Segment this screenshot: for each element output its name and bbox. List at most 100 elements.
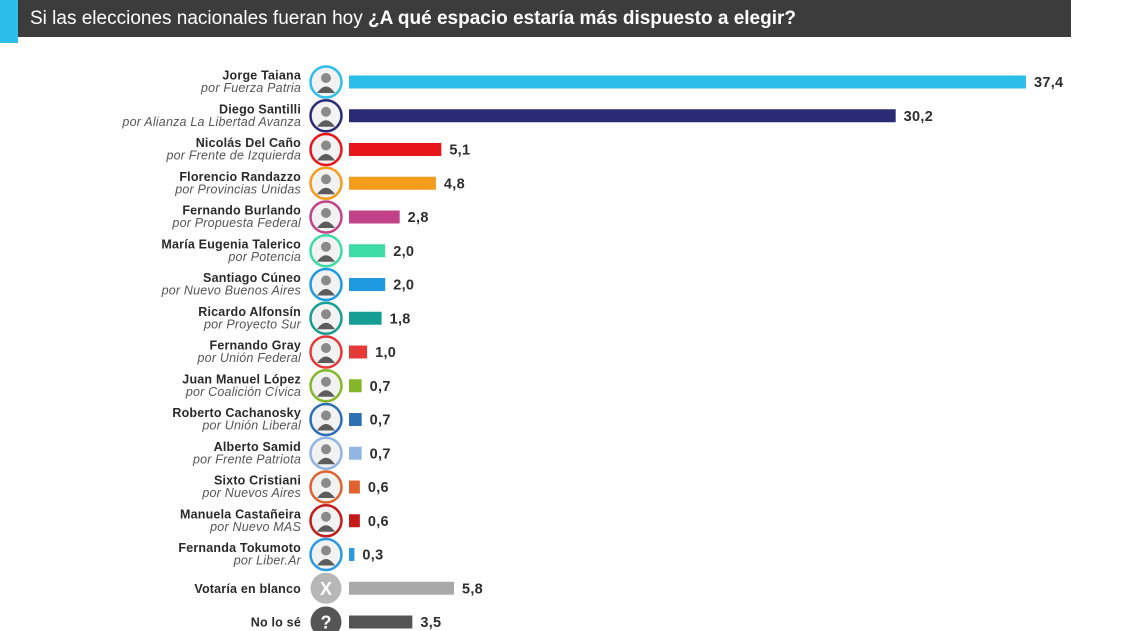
value-label: 0,7: [370, 446, 391, 462]
icon-disc: [310, 572, 342, 604]
value-label: 5,8: [462, 581, 483, 597]
value-label: 3,5: [420, 615, 441, 631]
bar: [349, 514, 360, 528]
category-party-label: por Nuevo Buenos Aires: [161, 284, 301, 298]
category-party-label: por Nuevo MAS: [209, 520, 301, 534]
category-party-label: por Provincias Unidas: [174, 182, 301, 196]
value-label: 2,8: [408, 210, 429, 226]
category-party-label: por Liber.Ar: [233, 554, 302, 568]
avatar-head: [321, 174, 331, 185]
avatar-head: [321, 73, 331, 83]
candidate-photo: [309, 504, 343, 538]
category-name-label: Alberto Samid: [214, 440, 301, 454]
category-name-label: No lo sé: [251, 616, 301, 630]
chart-row: Votaría en blanco X 5,8: [194, 572, 483, 604]
category-name-label: María Eugenia Talerico: [161, 237, 301, 251]
avatar-head: [321, 376, 331, 387]
candidate-photo: [309, 132, 343, 167]
avatar-head: [321, 140, 331, 151]
category-party-label: por Coalición Cívica: [185, 385, 301, 399]
value-label: 0,6: [368, 514, 389, 530]
candidate-photo: [309, 65, 343, 99]
candidate-photo: [309, 166, 343, 200]
bar: [349, 311, 382, 325]
category-party-label: por Frente de Izquierda: [165, 149, 301, 163]
category-party-label: por Fuerza Patria: [200, 81, 301, 95]
category-name-label: Jorge Taiana: [222, 69, 301, 83]
avatar-body: [317, 491, 335, 498]
candidate-photo: [309, 301, 343, 335]
avatar-head: [321, 241, 331, 252]
candidate-photo: [309, 267, 343, 302]
bar: [349, 413, 362, 426]
avatar-body: [317, 255, 335, 262]
category-name-label: Fernando Burlando: [182, 204, 301, 218]
candidate-photo: [309, 537, 343, 572]
bar: [349, 210, 400, 224]
category-name-label: Roberto Cachanosky: [172, 406, 301, 420]
category-name-label: Florencio Randazzo: [179, 170, 301, 184]
candidate-photo: [309, 200, 343, 234]
title-bold: ¿A qué espacio estaría más dispuesto a e…: [368, 8, 797, 29]
avatar-head: [321, 410, 331, 421]
category-name-label: Votaría en blanco: [194, 582, 301, 596]
value-label: 0,7: [370, 413, 391, 429]
avatar-body: [317, 154, 335, 161]
avatar-head: [321, 545, 331, 556]
bar: [349, 379, 362, 393]
avatar-body: [317, 289, 335, 296]
bar: [349, 480, 360, 494]
value-label: 2,0: [393, 244, 414, 260]
category-party-label: por Proyecto Sur: [203, 317, 302, 331]
category-party-label: por Frente Patriota: [192, 452, 301, 466]
avatar-body: [317, 322, 335, 330]
avatar-body: [317, 86, 335, 93]
avatar-body: [317, 559, 335, 566]
avatar-body: [317, 457, 335, 465]
candidate-photo: [309, 369, 343, 403]
avatar-head: [321, 275, 331, 286]
candidate-photo: [309, 470, 343, 504]
chart-title: Si las elecciones nacionales fueran hoy …: [30, 0, 796, 37]
category-name-label: Fernanda Tokumoto: [178, 541, 301, 555]
avatar-head: [321, 309, 331, 320]
bar: [349, 244, 386, 258]
bar: [349, 548, 355, 561]
header-accent: [0, 0, 18, 43]
category-name-label: Juan Manuel López: [182, 372, 301, 386]
avatar-head: [321, 106, 331, 117]
category-party-label: por Potencia: [227, 250, 301, 264]
category-name-label: Nicolás Del Caño: [196, 136, 301, 150]
avatar-body: [317, 120, 335, 127]
bar: [349, 278, 386, 291]
candidate-photo: [309, 335, 343, 369]
candidate-photo: [309, 436, 343, 470]
avatar-body: [317, 390, 335, 397]
value-label: 1,0: [375, 345, 396, 361]
icon-symbol: X: [320, 579, 332, 599]
value-label: 4,8: [444, 176, 465, 192]
category-name-label: Manuela Castañeira: [180, 507, 302, 521]
chart-row: No lo sé? 3,5: [251, 606, 441, 631]
value-label: 1,8: [390, 311, 411, 327]
avatar-body: [317, 356, 335, 363]
bar: [349, 143, 442, 156]
value-label: 5,1: [449, 143, 470, 159]
avatar-head: [321, 444, 331, 455]
candidate-photo: [309, 234, 343, 268]
header-bar: [0, 0, 1071, 37]
category-name-label: Ricardo Alfonsín: [198, 305, 301, 319]
